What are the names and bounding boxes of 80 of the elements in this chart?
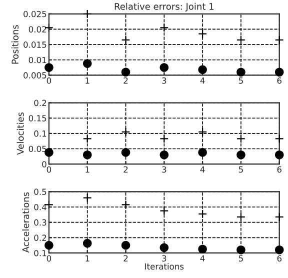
point <box>198 209 208 218</box>
x-tick-label: 0 <box>46 255 52 262</box>
point <box>274 150 284 160</box>
y-tick-label: 0.05 <box>28 146 46 152</box>
point <box>44 63 54 72</box>
point <box>198 65 207 74</box>
point <box>236 35 246 44</box>
y-tick-label: 0.025 <box>24 10 46 18</box>
y-axis-title: Velocities <box>16 112 24 155</box>
y-tick-label: 0.2 <box>34 234 46 241</box>
y-tick-label: 0.005 <box>24 72 46 78</box>
point <box>160 134 169 144</box>
x-tick-label: 5 <box>238 166 243 173</box>
x-tick-label: 4 <box>200 255 205 262</box>
point <box>274 212 284 222</box>
y-axis-title: Positions <box>12 25 18 64</box>
point <box>121 68 130 77</box>
point <box>121 200 130 210</box>
y-tick-label: 0.5 <box>34 188 46 195</box>
point <box>236 134 246 144</box>
point <box>236 150 246 160</box>
x-tick-label: 0 <box>46 166 52 173</box>
y-tick-label: 0.02 <box>28 26 46 33</box>
x-axis-title: Iterations <box>145 263 184 270</box>
y-tick-label: 0.015 <box>24 42 46 48</box>
point <box>236 246 246 254</box>
point <box>274 68 284 77</box>
point <box>121 148 130 157</box>
x-tick-label: 3 <box>162 166 166 173</box>
x-tick-label: 3 <box>162 255 166 262</box>
point <box>82 150 92 160</box>
chart-title: Relative errors: Joint 1 <box>114 2 214 12</box>
point <box>160 206 169 216</box>
point <box>82 59 92 68</box>
x-tick-label: 5 <box>238 78 243 84</box>
y-tick-label: 0 <box>42 161 46 168</box>
point <box>198 244 207 254</box>
point <box>82 193 92 202</box>
x-tick-label: 1 <box>86 255 90 262</box>
x-tick-label: 6 <box>277 255 282 262</box>
y-axis-title: Accelerations <box>22 192 30 253</box>
point <box>160 63 169 72</box>
point <box>121 240 130 250</box>
point <box>274 246 284 254</box>
x-tick-label: 2 <box>124 166 128 173</box>
x-tick-label: 6 <box>277 166 282 173</box>
x-tick-label: 0 <box>46 77 52 84</box>
y-tick-label: 0.01 <box>28 56 46 64</box>
y-tick-label: 0.4 <box>34 204 46 210</box>
x-tick-label: 1 <box>86 166 90 173</box>
point <box>82 9 92 18</box>
y-tick-label: 0.1 <box>34 250 46 256</box>
point <box>121 127 130 136</box>
point <box>274 35 284 44</box>
point <box>160 23 169 32</box>
x-tick-label: 4 <box>200 78 205 84</box>
point <box>44 240 54 250</box>
point <box>198 148 207 157</box>
point <box>160 150 169 160</box>
x-tick-label: 3 <box>162 77 166 84</box>
x-tick-label: 4 <box>200 166 205 173</box>
point <box>160 243 169 252</box>
y-tick-label: 0.2 <box>34 100 46 106</box>
point <box>198 127 208 136</box>
y-tick-label: 0.15 <box>28 115 46 122</box>
point <box>236 212 246 222</box>
point <box>274 134 284 144</box>
point <box>236 68 246 77</box>
point <box>82 238 92 248</box>
y-tick-label: 0.3 <box>34 219 46 226</box>
point <box>44 148 54 157</box>
x-tick-label: 1 <box>86 78 90 84</box>
x-tick-label: 6 <box>277 77 282 84</box>
point <box>82 134 92 144</box>
point <box>121 35 130 44</box>
point <box>198 29 208 38</box>
x-tick-label: 2 <box>124 77 128 84</box>
x-tick-label: 5 <box>238 255 243 262</box>
x-tick-label: 2 <box>124 255 128 262</box>
y-tick-label: 0.1 <box>34 130 46 137</box>
